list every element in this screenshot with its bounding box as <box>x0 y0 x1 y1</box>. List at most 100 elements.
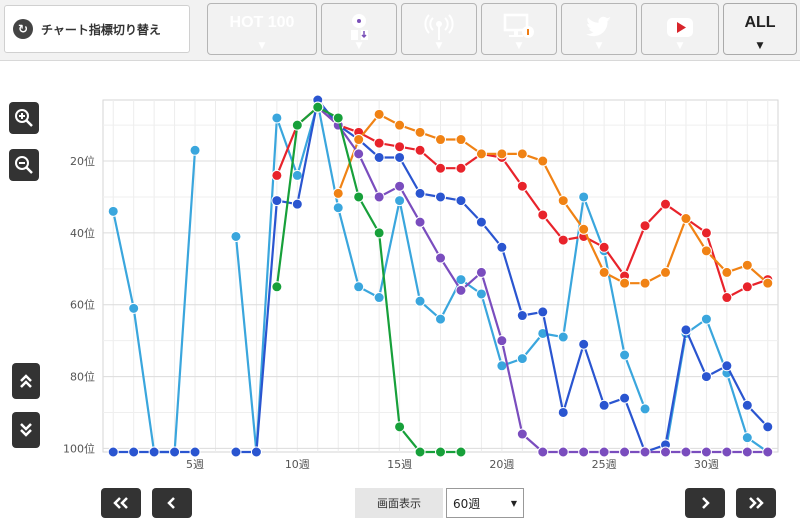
data-point <box>455 162 467 174</box>
hot100-label: HOT 100 <box>229 14 295 31</box>
data-point <box>230 230 242 242</box>
radio-tower-icon <box>424 14 454 40</box>
chevron-down-icon: ▼ <box>258 41 266 51</box>
data-point <box>557 446 569 458</box>
data-point <box>762 421 774 433</box>
data-point <box>578 223 590 235</box>
data-point <box>353 191 365 203</box>
period-select-value: 60週 <box>453 496 481 511</box>
data-point <box>475 288 487 300</box>
data-point <box>373 108 385 120</box>
data-point <box>230 446 242 458</box>
data-point <box>291 169 303 181</box>
data-point <box>455 274 467 286</box>
data-point <box>435 134 446 146</box>
data-point <box>414 216 426 228</box>
data-point <box>189 446 201 458</box>
prev-page-button[interactable] <box>152 488 192 518</box>
data-point <box>373 191 385 203</box>
data-point <box>639 220 651 232</box>
chevron-down-icon: ▼ <box>676 41 684 51</box>
next-page-button[interactable] <box>685 488 725 518</box>
x-tick-label: 5週 <box>186 458 204 470</box>
data-point <box>271 169 283 181</box>
data-point <box>373 292 385 304</box>
data-point <box>721 292 733 304</box>
data-point <box>169 446 181 458</box>
data-point <box>148 446 160 458</box>
data-point <box>332 112 344 124</box>
data-point <box>455 446 467 458</box>
y-tick-label: 80位 <box>70 370 95 384</box>
chevron-left-icon <box>167 497 175 509</box>
double-chevron-down-icon <box>20 423 32 437</box>
data-point <box>271 195 283 207</box>
all-metrics-button[interactable]: ALL ▼ <box>723 3 797 55</box>
series-line <box>275 106 461 454</box>
data-point <box>721 266 733 278</box>
chevron-down-icon: ▼ <box>355 41 363 51</box>
x-tick-label: 15週 <box>387 458 412 470</box>
period-select[interactable]: 60週 ▼ <box>446 488 524 518</box>
data-point <box>741 432 753 444</box>
data-point <box>639 403 651 415</box>
radio-metric-button[interactable]: ▼ <box>401 3 477 55</box>
sales-metric-button[interactable]: ▼ <box>321 3 397 55</box>
data-point <box>414 126 426 138</box>
first-page-button[interactable] <box>101 488 141 518</box>
data-point <box>435 313 446 325</box>
data-point <box>619 349 631 361</box>
y-tick-label: 60位 <box>70 298 95 312</box>
data-point <box>741 281 753 293</box>
data-point <box>496 360 508 372</box>
data-point <box>414 446 426 458</box>
data-point <box>721 446 733 458</box>
data-point <box>700 446 712 458</box>
scroll-up-button[interactable] <box>12 363 40 399</box>
data-point <box>700 227 712 239</box>
data-point <box>660 266 671 278</box>
data-point <box>741 259 753 271</box>
chevron-down-icon: ▼ <box>595 41 603 51</box>
data-point <box>271 112 283 124</box>
twitter-metric-button[interactable]: ▼ <box>561 3 637 55</box>
data-point <box>537 446 549 458</box>
chevron-down-icon: ▼ <box>435 41 443 51</box>
data-point <box>291 119 303 131</box>
hot100-button[interactable]: HOT 100 ▼ <box>207 3 317 55</box>
data-point <box>353 134 365 146</box>
youtube-play-icon <box>667 18 693 37</box>
data-point <box>107 446 119 458</box>
data-point <box>516 428 528 440</box>
data-point <box>128 446 140 458</box>
data-point <box>353 148 365 160</box>
data-point <box>537 155 549 167</box>
data-point <box>762 277 774 289</box>
data-point <box>639 446 651 458</box>
data-point <box>598 241 610 253</box>
data-point <box>557 406 569 418</box>
data-point <box>475 266 487 278</box>
scroll-down-button[interactable] <box>12 412 40 448</box>
youtube-metric-button[interactable]: ▼ <box>641 3 719 55</box>
data-point <box>496 148 508 160</box>
data-point <box>394 195 406 207</box>
data-point <box>332 187 344 199</box>
data-point <box>496 241 508 253</box>
data-point <box>680 213 692 225</box>
data-point <box>578 338 590 350</box>
zoom-out-button[interactable] <box>9 149 39 181</box>
zoom-in-button[interactable] <box>9 102 39 134</box>
chart-switch-label[interactable]: ↻ チャート指標切り替え <box>4 5 190 53</box>
data-point <box>619 446 631 458</box>
data-point <box>660 446 671 458</box>
data-point <box>537 306 549 318</box>
data-point <box>557 195 569 207</box>
twitter-bird-icon <box>586 16 611 37</box>
data-point <box>619 392 631 404</box>
pc-lookup-metric-button[interactable]: ▼ <box>481 3 557 55</box>
chart-metric-toolbar: ↻ チャート指標切り替え HOT 100 ▼ ▼ ▼ <box>0 0 800 61</box>
data-point <box>700 245 712 257</box>
data-point <box>394 180 406 192</box>
last-page-button[interactable] <box>736 488 776 518</box>
